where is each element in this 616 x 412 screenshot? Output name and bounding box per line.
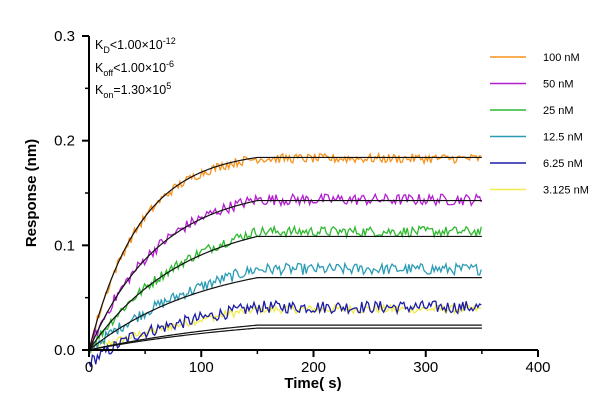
kinetic-constant-label: Koff<1.00×10-6 [95, 59, 174, 78]
data-layer [88, 151, 482, 367]
x-tick-label: 300 [413, 359, 438, 376]
x-tick-label: 100 [189, 359, 214, 376]
kinetic-constants-annotation: KD<1.00×10-12 Koff<1.00×10-6 Kon=1.30×105 [95, 36, 176, 100]
legend-label: 3.125 nM [543, 185, 589, 197]
legend-label: 25 nM [543, 105, 574, 117]
series-line [88, 192, 482, 350]
y-tick-label: 0.2 [54, 133, 75, 150]
kinetic-constant-label: Kon=1.30×105 [95, 81, 171, 100]
kinetic-constant-label: KD<1.00×10-12 [95, 36, 176, 55]
legend-label: 50 nM [543, 79, 574, 91]
y-tick-label: 0.3 [54, 28, 75, 45]
fit-curve [88, 156, 482, 351]
x-tick-label: 0 [85, 359, 93, 376]
series-line [88, 151, 482, 352]
legend-label: 100 nM [543, 52, 580, 64]
fit-curve [88, 327, 482, 351]
fit-curve [88, 199, 482, 351]
y-tick-label: 0.1 [54, 237, 75, 254]
series-line [88, 299, 482, 367]
x-axis-title: Time( s) [284, 375, 341, 392]
legend: 100 nM 50 nM 25 nM 12.5 nM 6.25 nM 3.125 nM [490, 52, 589, 197]
fit-curve [88, 235, 482, 351]
legend-label: 6.25 nM [543, 158, 583, 170]
fit-curve [88, 277, 482, 351]
tick-marks: 0 100 200 300 400 0.0 0.1 0.2 0.3 [54, 28, 550, 376]
y-tick-label: 0.0 [54, 342, 75, 359]
x-tick-label: 200 [301, 359, 326, 376]
series-line [88, 224, 482, 354]
fit-layer [88, 156, 482, 351]
fit-curve [88, 324, 482, 351]
y-axis-title: Response (nm) [23, 139, 40, 247]
x-tick-label: 400 [525, 359, 550, 376]
series-line [88, 261, 482, 350]
legend-label: 12.5 nM [543, 132, 583, 144]
